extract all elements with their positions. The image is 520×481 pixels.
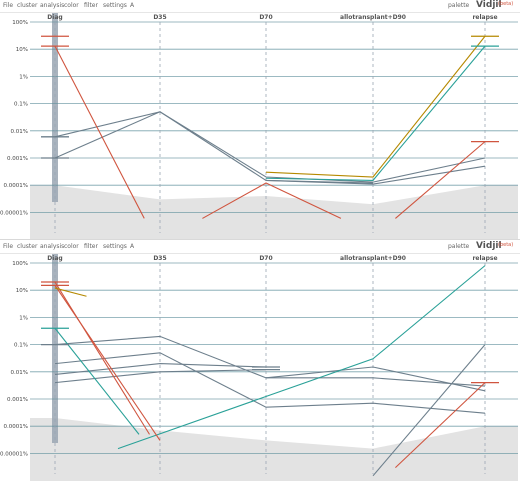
menu-color[interactable]: color (64, 2, 79, 9)
menu-file[interactable]: File (3, 243, 14, 250)
menu-bar: File cluster analysis color filter setti… (0, 241, 520, 254)
clone-line[interactable] (54, 327, 140, 435)
clone-line[interactable] (265, 45, 486, 181)
clone-line[interactable] (54, 287, 87, 297)
timepoint-label[interactable]: D70 (259, 255, 272, 262)
menu-filter[interactable]: filter (84, 2, 98, 9)
y-axis-label: 100% (12, 20, 28, 26)
resolution-area (30, 418, 518, 481)
vidjil-panel-bottom: File cluster analysis color filter setti… (0, 241, 520, 481)
menu-bar: File cluster analysis color filter setti… (0, 0, 520, 13)
clone-line[interactable] (54, 335, 486, 387)
y-axis-label: 0.00001% (0, 210, 28, 216)
clone-line[interactable] (372, 344, 486, 477)
timepoint-label[interactable]: D35 (153, 14, 166, 21)
clone-line[interactable] (395, 382, 486, 469)
y-axis-label: 0.01% (11, 370, 28, 376)
clone-evolution-graph[interactable]: 100% 10% 1% 0.1% 0.01% 0.001% 0.0001% 0.00001% D… (0, 13, 520, 240)
menu-file[interactable]: File (3, 2, 14, 9)
clone-line[interactable] (265, 35, 486, 178)
clone-line[interactable] (54, 285, 161, 441)
menu-analysis[interactable]: analysis (40, 243, 65, 250)
menu-settings[interactable]: settings (103, 243, 127, 250)
timepoint-label[interactable]: allotransplant+D90 (340, 255, 406, 262)
menu-color[interactable]: color (64, 243, 79, 250)
app-logo: Vidjil (476, 241, 502, 251)
menu-filter[interactable]: filter (84, 243, 98, 250)
clone-line[interactable] (265, 179, 374, 184)
menu-cluster[interactable]: cluster (17, 2, 38, 9)
y-axis-label: 0.0001% (4, 424, 28, 430)
y-axis-label: 0.0001% (4, 183, 28, 189)
clone-line[interactable] (54, 111, 486, 183)
timepoint-label[interactable]: Diag (47, 255, 62, 262)
y-axis-label: 10% (16, 47, 28, 53)
beta-badge: (beta) (498, 242, 514, 248)
menu-font-size[interactable]: A (130, 2, 135, 9)
clone-line[interactable] (202, 182, 342, 219)
y-axis-label: 100% (12, 261, 28, 267)
timepoint-label[interactable]: allotransplant+D90 (340, 14, 406, 21)
panel-divider (0, 239, 520, 240)
clone-line[interactable] (54, 363, 267, 375)
y-axis-label: 1% (19, 74, 28, 80)
y-axis-label: 0.1% (14, 102, 28, 108)
clone-line[interactable] (395, 141, 486, 219)
clone-line[interactable] (54, 352, 486, 414)
timepoint-label[interactable]: relapse (472, 255, 497, 262)
menu-analysis[interactable]: analysis (40, 2, 65, 9)
y-axis-label: 1% (19, 315, 28, 321)
y-axis-label: 10% (16, 288, 28, 294)
clone-line[interactable] (54, 369, 267, 384)
clone-evolution-graph[interactable]: 100% 10% 1% 0.1% 0.01% 0.001% 0.0001% 0.00001% D… (0, 254, 520, 481)
timepoint-label[interactable]: D35 (153, 255, 166, 262)
beta-badge: (beta) (498, 1, 514, 7)
y-axis-label: 0.00001% (0, 451, 28, 457)
y-axis-label: 0.1% (14, 343, 28, 349)
y-axis-label: 0.001% (7, 397, 28, 403)
palette-button[interactable]: palette (448, 2, 470, 9)
clone-line[interactable] (54, 281, 150, 435)
menu-cluster[interactable]: cluster (17, 243, 38, 250)
menu-settings[interactable]: settings (103, 2, 127, 9)
palette-button[interactable]: palette (448, 243, 470, 250)
timepoint-label[interactable]: D70 (259, 14, 272, 21)
timepoint-label[interactable]: relapse (472, 14, 497, 21)
clone-line[interactable] (265, 366, 486, 392)
app-logo: Vidjil (476, 0, 502, 10)
y-axis-label: 0.001% (7, 156, 28, 162)
clone-line[interactable] (54, 45, 145, 219)
timepoint-label[interactable]: Diag (47, 14, 62, 21)
clone-line[interactable] (117, 265, 486, 450)
menu-font-size[interactable]: A (130, 243, 135, 250)
y-axis-label: 0.01% (11, 129, 28, 135)
vidjil-panel-top: File cluster analysis color filter setti… (0, 0, 520, 240)
